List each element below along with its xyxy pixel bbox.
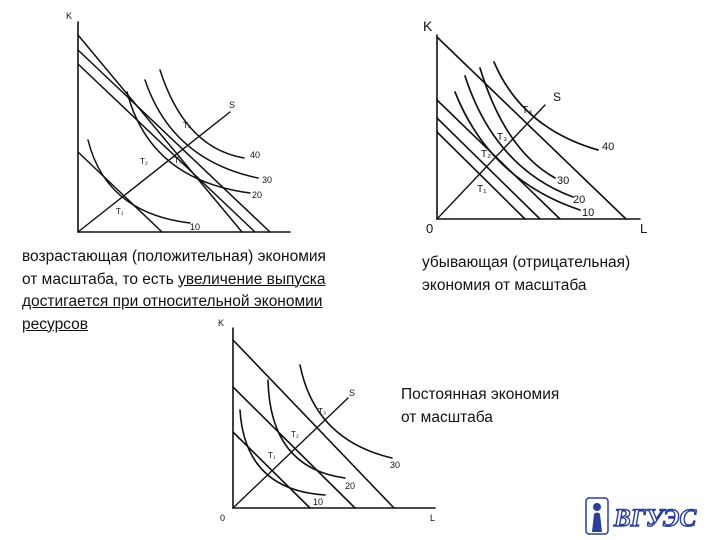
isoquant-label: 20 xyxy=(345,481,355,491)
caption-line: убывающая (отрицательная) xyxy=(422,254,631,271)
point-label: T₃ xyxy=(318,407,326,416)
caption-constant-returns: Постоянная экономия от масштаба xyxy=(401,384,621,429)
isoquant-20 xyxy=(126,91,251,194)
caption-text: от масштаба, то есть xyxy=(22,270,179,288)
ray-label: S xyxy=(349,388,355,398)
diagram-decreasing: K L 0 S T₁ T₂ T₃ T₄ 10 20 30 40 xyxy=(423,18,647,236)
ray-s xyxy=(436,104,546,220)
caption-underlined-line: ресурсов xyxy=(22,315,88,333)
isoquant-10 xyxy=(454,91,581,211)
isocost-line xyxy=(77,34,243,233)
ray-label: S xyxy=(229,100,235,110)
diagram-increasing: K S T₁ T₂ T₃ T₄ 10 20 30 40 xyxy=(66,11,291,233)
isoquant-40 xyxy=(493,61,599,151)
isoquant-20 xyxy=(267,379,346,479)
point-label: T₃ xyxy=(497,132,507,143)
point-label: T₂ xyxy=(481,149,491,160)
isocost-line xyxy=(232,386,356,509)
l-axis-label: L xyxy=(640,221,647,236)
origin-label: 0 xyxy=(426,221,433,236)
isocost-line xyxy=(232,431,311,509)
caption-line: от масштаба xyxy=(401,408,493,426)
isocost-line xyxy=(436,36,627,220)
isoquant-label: 40 xyxy=(250,150,260,160)
isoquant-label: 30 xyxy=(557,175,569,187)
caption-line: Постоянная экономия xyxy=(401,386,560,403)
isoquant-label: 40 xyxy=(602,141,614,153)
isocost-line xyxy=(232,339,395,509)
isocost-line xyxy=(77,49,271,233)
point-label: T₄ xyxy=(183,121,191,130)
caption-line: от масштаба, то есть увеличение выпуска xyxy=(22,269,402,292)
caption-line: возрастающая (положительная) экономия xyxy=(22,248,326,265)
k-axis-label: K xyxy=(218,318,224,328)
ray-s xyxy=(77,111,231,233)
isoquant-10 xyxy=(239,409,326,496)
university-logo: ВГУЭС xyxy=(585,497,697,535)
isoquant-30 xyxy=(299,364,393,459)
point-label: T₂ xyxy=(291,430,299,439)
point-label: T₃ xyxy=(174,156,182,165)
logo-wordmark: ВГУЭС xyxy=(613,505,696,532)
point-label: T₁ xyxy=(268,451,276,460)
l-axis-label: L xyxy=(430,513,435,523)
logo-emblem-head xyxy=(593,503,601,511)
point-label: T₂ xyxy=(140,157,148,166)
point-label: T₁ xyxy=(477,184,487,195)
ray-label: S xyxy=(553,90,561,104)
isocost-line xyxy=(77,63,256,233)
isoquant-label: 10 xyxy=(190,222,200,232)
point-label: T₄ xyxy=(522,105,532,116)
origin-label: 0 xyxy=(220,513,225,523)
isoquant-30 xyxy=(479,67,556,179)
caption-underlined-text: увеличение выпуска xyxy=(178,270,326,288)
diagram-constant: K L 0 S T₁ T₂ T₃ 10 20 30 xyxy=(218,318,436,523)
isoquant-label: 20 xyxy=(573,194,585,206)
caption-underlined-line: достигается при относительной экономии xyxy=(22,293,323,310)
isocost-line xyxy=(436,117,541,220)
isoquant-30 xyxy=(144,79,259,179)
point-label: T₁ xyxy=(116,207,124,216)
isoquant-label: 30 xyxy=(390,460,400,470)
isoquant-40 xyxy=(159,69,245,159)
caption-increasing-returns: возрастающая (положительная) экономия от… xyxy=(22,246,402,336)
isocost-line xyxy=(436,131,526,220)
isoquant-label: 20 xyxy=(252,190,262,200)
k-axis-label: K xyxy=(423,18,433,34)
logo-emblem-frame xyxy=(585,497,609,535)
isoquant-label: 10 xyxy=(313,497,323,507)
isoquant-10 xyxy=(87,139,191,224)
caption-line: экономия от масштаба xyxy=(422,276,587,294)
isoquant-label: 30 xyxy=(262,175,272,185)
isoquant-20 xyxy=(464,75,574,198)
logo-emblem-figure xyxy=(592,512,602,532)
k-axis-label: K xyxy=(66,11,72,21)
isoquant-label: 10 xyxy=(582,207,594,219)
caption-decreasing-returns: убывающая (отрицательная) экономия от ма… xyxy=(422,252,702,297)
ray-s xyxy=(232,397,349,509)
isocost-line xyxy=(77,151,163,233)
